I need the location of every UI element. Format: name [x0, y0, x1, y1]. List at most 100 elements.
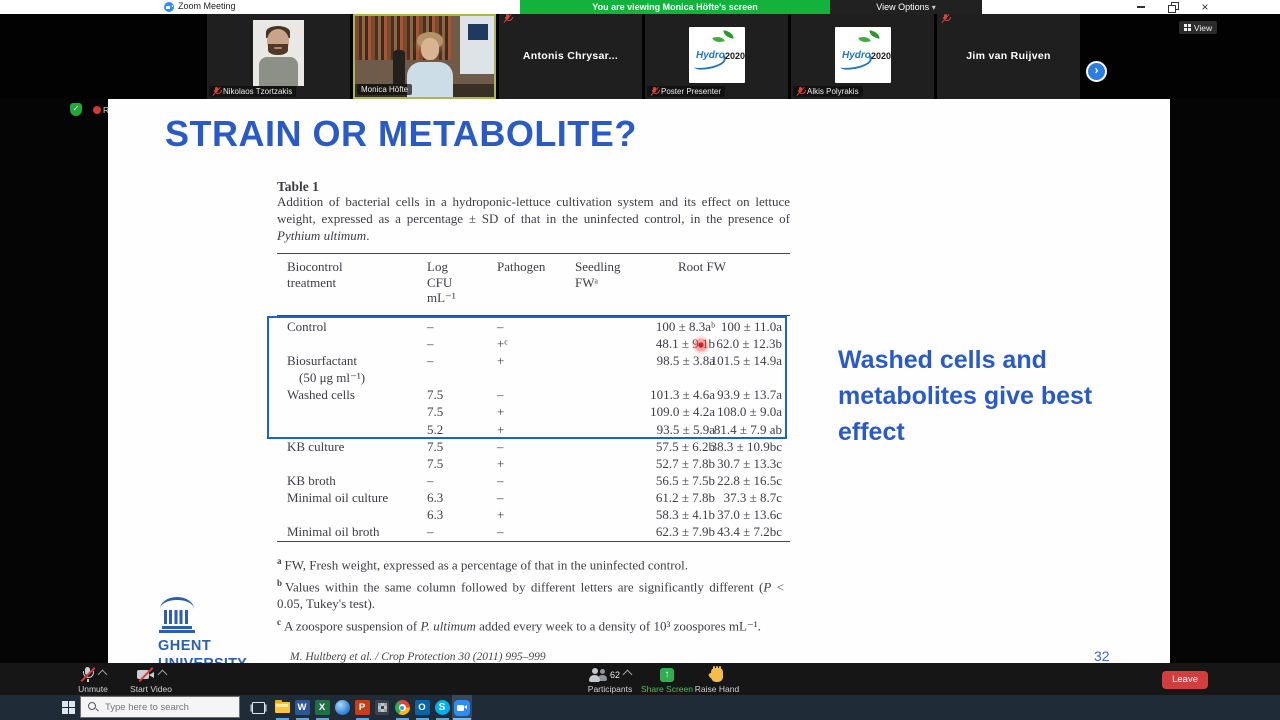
search-input[interactable]: [103, 700, 227, 714]
chrome-taskbar-icon[interactable]: [392, 695, 412, 720]
zoom-taskbar-icon[interactable]: [452, 695, 472, 720]
table-row: Control – –100 ± 8.3aᵇ 100 ± 11.0a: [287, 319, 782, 334]
camera-off-icon: [136, 667, 155, 682]
participant-tile[interactable]: Hydro 2020 Jim van Ruijven Jim van Ruijv…: [937, 14, 1080, 99]
table-row: Biosurfactant – +98.5 ± 3.8a 101.5 ± 14.9a: [287, 353, 782, 369]
university-logo: GHENT UNIVERSITY: [158, 597, 248, 663]
share-screen-button[interactable]: ↑ Share Screen: [641, 668, 693, 694]
explorer-taskbar-icon[interactable]: [272, 695, 292, 720]
chevron-up-icon[interactable]: [97, 669, 108, 680]
recording-label: Re: [103, 105, 108, 115]
logo-building-icon: [160, 597, 194, 609]
zoom-app-icon: [164, 2, 174, 12]
table-row: Minimal oil culture 6.3–61.2 ± 7.8b 37.3 ±…: [287, 489, 782, 505]
view-options-button[interactable]: View Options ▾: [830, 0, 982, 14]
table-footnotes: a FW, Fresh weight, expressed as a percen…: [277, 553, 784, 634]
open-app-indicator: [295, 718, 309, 720]
excel-taskbar-icon[interactable]: [312, 695, 332, 720]
leaf-icon: [722, 30, 735, 39]
skype-taskbar-icon[interactable]: [432, 695, 452, 720]
calculator-taskbar-icon[interactable]: [372, 695, 392, 720]
raise-hand-icon: [707, 666, 723, 682]
participant-photo: [253, 20, 304, 86]
slide-page-number: 32: [1094, 648, 1110, 663]
search-icon: [88, 702, 98, 712]
word-taskbar-icon[interactable]: [292, 695, 312, 720]
table-header: Biocontrol treatment Log CFU mL⁻¹ Pathogen …: [277, 253, 790, 316]
university-name-line1: GHENT: [158, 637, 212, 654]
open-app-indicator: [435, 718, 449, 720]
table-row: (50 μg ml⁻¹): [299, 370, 366, 386]
leaf-icon: [868, 30, 881, 39]
video-strip: Hydro 2020 Nikolaos Tzortzakis Nikolaos …: [0, 14, 1280, 99]
table-row: 7.5 +109.0 ± 4.2a 108.0 ± 9.0a: [427, 404, 782, 420]
hydro-2020-logo: Hydro 2020: [689, 27, 745, 83]
table-footnote: a FW, Fresh weight, expressed as a percen…: [277, 556, 688, 573]
outlook-taskbar-icon[interactable]: [412, 695, 432, 720]
next-participants-arrow[interactable]: ›: [1086, 61, 1107, 82]
participant-name-label: Poster Presenter: [647, 86, 726, 97]
chevron-up-icon[interactable]: [157, 669, 167, 680]
taskbar-search[interactable]: [80, 696, 240, 718]
start-video-button[interactable]: Start Video: [122, 667, 180, 694]
slide-title: STRAIN OR METABOLITE?: [165, 113, 637, 154]
leave-button[interactable]: Leave: [1162, 671, 1208, 689]
minimize-button[interactable]: [1128, 0, 1154, 14]
table-row: Minimal oil broth – –62.3 ± 7.9b 43.4 ± 7.2…: [287, 524, 782, 540]
muted-mic-icon: [941, 14, 951, 23]
muted-mic-icon: [650, 87, 660, 96]
restore-button[interactable]: [1160, 0, 1186, 14]
participant-tile[interactable]: Hydro 2020 Alkis Polyrakis Alkis Polyrak…: [791, 14, 934, 99]
university-name-line2: UNIVERSITY: [158, 656, 248, 664]
unmute-button[interactable]: Unmute: [70, 667, 116, 694]
grid-icon: [1183, 24, 1191, 31]
table-row: 7.5 +52.7 ± 7.8b 30.7 ± 13.3c: [427, 455, 782, 471]
participants-count: 62: [609, 670, 620, 680]
windows-taskbar: ENG 3:30 μμ 19/3/2021 24: [0, 695, 1280, 720]
video-tiles: Hydro 2020 Nikolaos Tzortzakis Nikolaos …: [207, 14, 1080, 99]
table-caption: Addition of bacterial cells in a hydropo…: [277, 194, 790, 243]
zoom-toolbar: Unmute Start Video 62 Participants ↑ Sha…: [0, 663, 1280, 695]
share-screen-icon: ↑: [660, 668, 674, 682]
participant-name-label: Alkis Polyrakis: [793, 86, 863, 97]
participant-name: Jim van Ruijven: [966, 50, 1051, 62]
participant-tile[interactable]: Hydro 2020 Antonis Chrysar... Antonis Ch…: [499, 14, 642, 99]
participant-tile[interactable]: Hydro 2020 Monica Höfte Monica Höfte: [353, 14, 496, 99]
recording-dot-icon: [93, 106, 101, 114]
paper-citation: M. Hultberg et al. / Crop Protection 30 …: [290, 651, 546, 663]
window-titlebar: Zoom Meeting You are viewing Monica Höft…: [0, 0, 1280, 14]
table-row: 5.2 +93.5 ± 5.9a 81.4 ± 7.9 ab: [427, 421, 782, 437]
participant-name-label: Monica Höfte: [357, 84, 413, 95]
powerpoint-taskbar-icon[interactable]: [352, 695, 372, 720]
participants-button[interactable]: 62 Participants: [587, 668, 633, 694]
open-app-indicator: [275, 718, 289, 720]
task-view-icon[interactable]: [252, 702, 265, 714]
window-title: Zoom Meeting: [178, 1, 236, 11]
people-taskbar-icon[interactable]: [332, 695, 352, 720]
participant-tile[interactable]: Hydro 2020 Poster Presenter Poster Prese…: [645, 14, 788, 99]
share-status-icons: ✓ Re: [0, 99, 108, 129]
open-app-indicator: [415, 718, 429, 720]
species-name: Pythium ultimum: [277, 227, 367, 243]
view-layout-button[interactable]: View: [1179, 21, 1217, 34]
participant-tile[interactable]: Hydro 2020 Nikolaos Tzortzakis Nikolaos …: [207, 14, 350, 99]
leaf-icon: [712, 34, 725, 45]
taskbar-apps: [272, 695, 472, 720]
slide-annotation: Washed cells and metabolites give best e…: [838, 346, 1093, 446]
viewing-screen-banner: You are viewing Monica Höfte's screen: [520, 0, 830, 14]
table-row: 6.3 +58.3 ± 4.1b 37.0 ± 13.6c: [427, 507, 782, 523]
muted-mic-icon: [212, 87, 222, 96]
start-button[interactable]: [62, 701, 75, 714]
muted-mic-icon: [80, 667, 96, 682]
laser-pointer-dot: [692, 336, 710, 355]
presentation-slide: STRAIN OR METABOLITE? Table 1 Addition o…: [108, 99, 1170, 663]
close-button[interactable]: ×: [1201, 0, 1209, 14]
security-shield-icon: ✓: [70, 103, 82, 116]
raise-hand-button[interactable]: Raise Hand: [692, 666, 742, 694]
paper-table-figure: Table 1 Addition of bacterial cells in a…: [267, 177, 790, 636]
open-app-indicator: [395, 718, 409, 720]
table-row: KB broth – –56.5 ± 7.5b 22.8 ± 16.5c: [287, 472, 782, 488]
chevron-up-icon[interactable]: [622, 669, 633, 680]
